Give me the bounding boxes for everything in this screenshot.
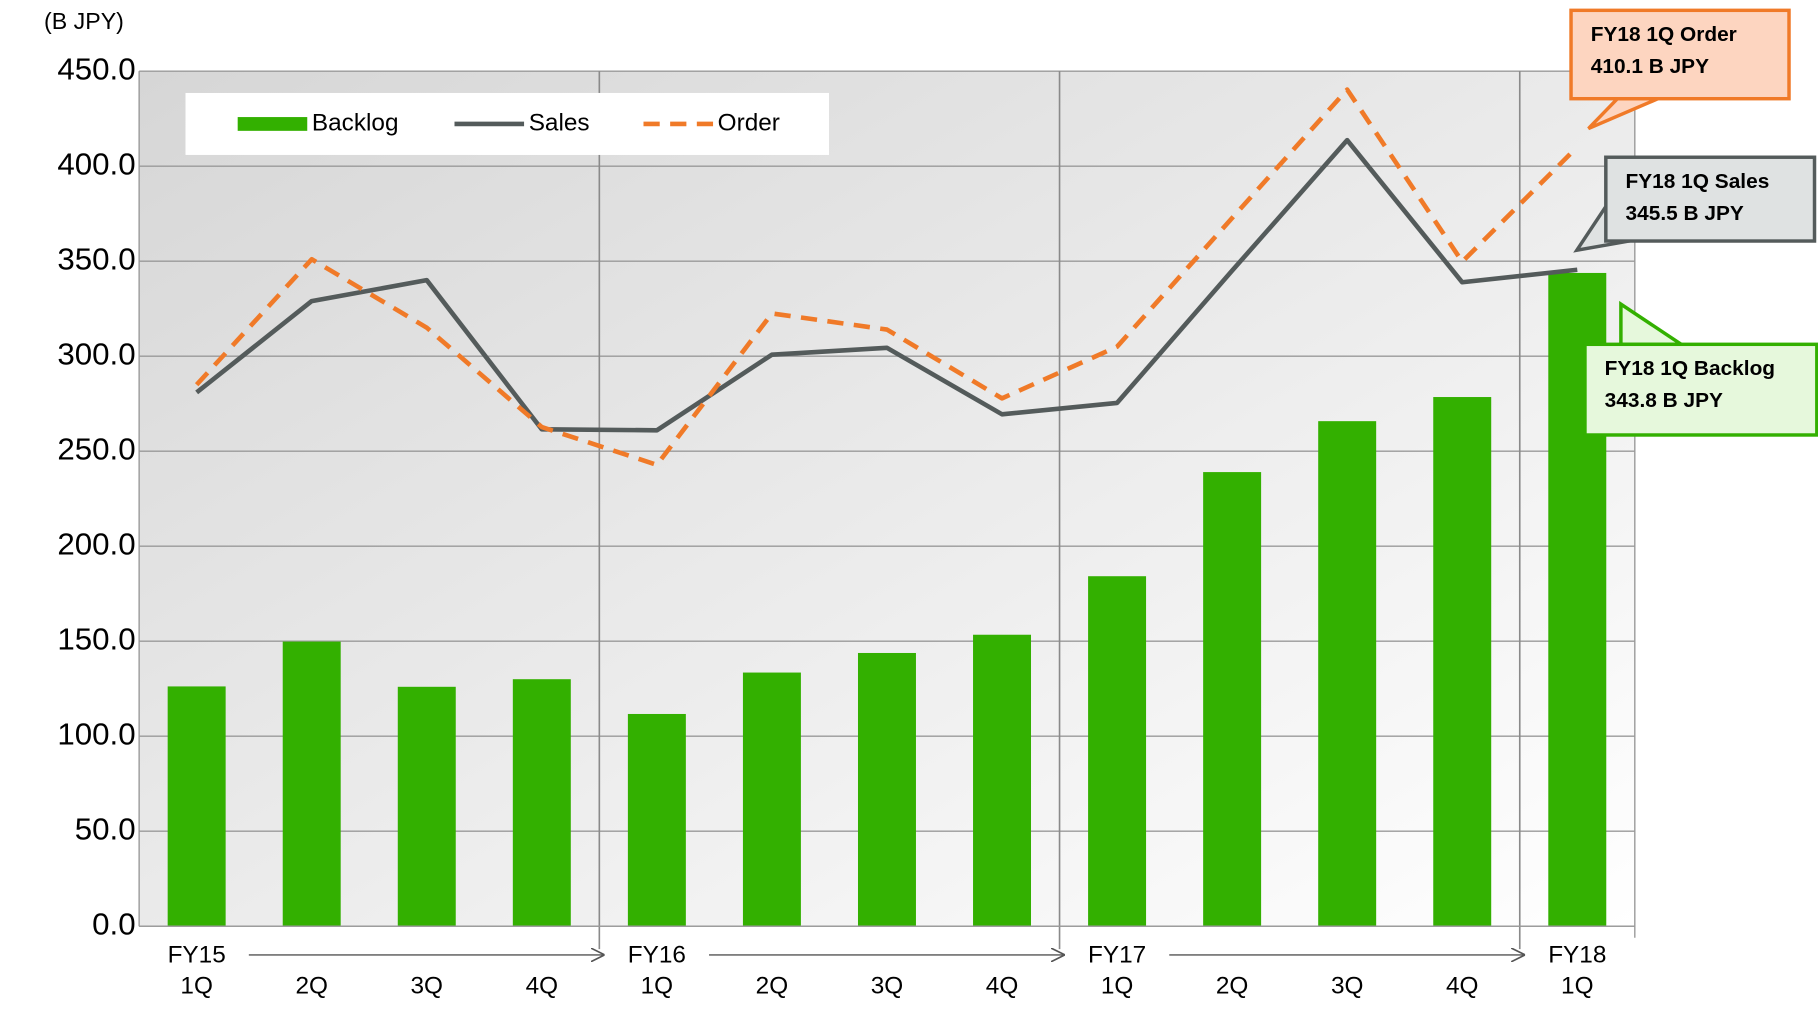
fiscal-year-label: FY15	[168, 942, 226, 969]
bar	[1203, 472, 1262, 927]
x-tick-label: 1Q	[180, 973, 212, 1000]
line-series	[195, 137, 1578, 433]
x-tick-label: 2Q	[1216, 973, 1248, 1000]
bar	[1088, 576, 1147, 927]
y-tick-label: 100.0	[57, 717, 135, 752]
legend-label: Backlog	[312, 109, 399, 136]
y-tick-label: 150.0	[57, 622, 135, 657]
x-tick-label: 1Q	[1561, 973, 1593, 1000]
y-tick-label: 300.0	[57, 336, 135, 371]
callout-text: FY18 1Q Order	[1591, 23, 1737, 46]
y-tick-label: 450.0	[57, 51, 135, 86]
fiscal-year-label: FY18	[1548, 942, 1606, 969]
y-tick-label: 250.0	[57, 432, 135, 467]
callout-box	[1583, 342, 1818, 437]
unit-label: (B JPY)	[44, 8, 124, 34]
bar	[742, 672, 801, 927]
callout-text: FY18 1Q Sales	[1626, 170, 1770, 193]
x-tick-label: 1Q	[641, 973, 673, 1000]
bar	[167, 686, 226, 927]
fiscal-year-label: FY16	[628, 942, 686, 969]
y-tick-label: 0.0	[92, 907, 136, 942]
x-tick-label: 4Q	[1446, 973, 1478, 1000]
bar	[973, 634, 1032, 927]
x-tick-label: 3Q	[411, 973, 443, 1000]
callout-text: 345.5 B JPY	[1626, 202, 1744, 225]
bar	[627, 713, 686, 927]
fiscal-year-label: FY17	[1088, 942, 1146, 969]
callout-box	[1569, 8, 1791, 101]
legend-label: Order	[718, 109, 780, 136]
x-tick-label: 1Q	[1101, 973, 1133, 1000]
bar	[282, 641, 341, 927]
bar	[512, 679, 571, 927]
y-tick-label: 200.0	[57, 527, 135, 562]
callout-box	[1604, 155, 1817, 243]
bar	[857, 652, 916, 927]
y-tick-label: 50.0	[75, 812, 136, 847]
x-tick-label: 3Q	[871, 973, 903, 1000]
legend-label: Sales	[529, 109, 590, 136]
bar	[1433, 397, 1492, 927]
legend-swatch	[237, 117, 308, 131]
x-tick-label: 3Q	[1331, 973, 1363, 1000]
bar	[1318, 421, 1377, 927]
x-tick-label: 2Q	[295, 973, 327, 1000]
bar	[397, 686, 456, 927]
callout-text: 410.1 B JPY	[1591, 55, 1709, 78]
callout-text: 343.8 B JPY	[1605, 389, 1723, 412]
x-tick-label: 4Q	[526, 973, 558, 1000]
y-tick-label: 350.0	[57, 241, 135, 276]
callout-text: FY18 1Q Backlog	[1605, 357, 1775, 380]
x-tick-label: 2Q	[756, 973, 788, 1000]
x-tick-label: 4Q	[986, 973, 1018, 1000]
line-series	[194, 87, 1579, 468]
y-tick-label: 400.0	[57, 146, 135, 181]
